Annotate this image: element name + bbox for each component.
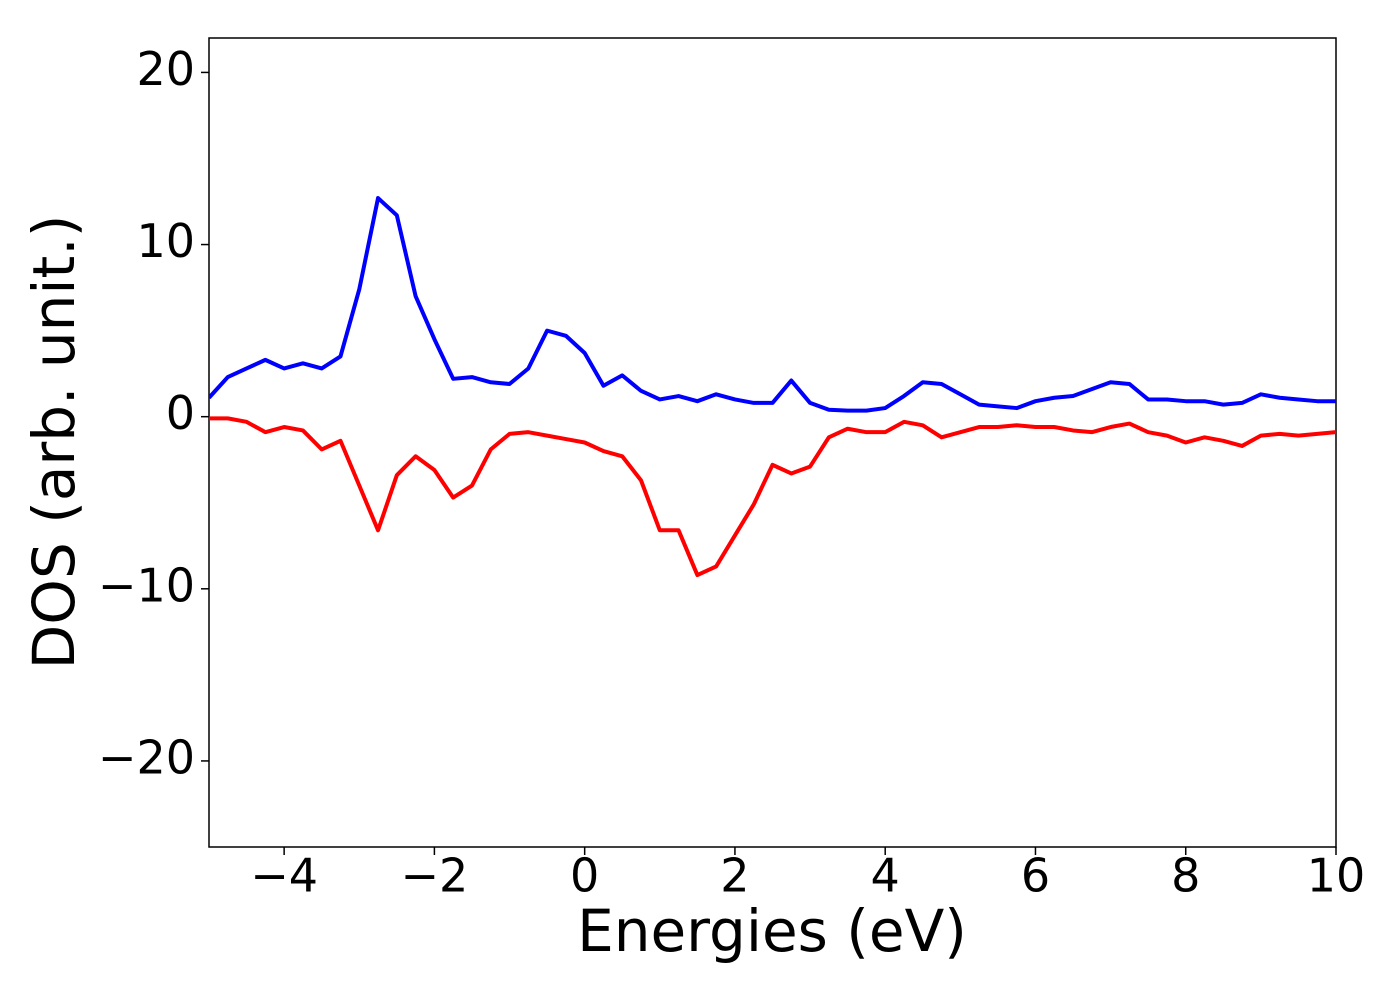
y-tick-label: 10 xyxy=(136,214,195,268)
x-tick-label: 6 xyxy=(1021,849,1050,903)
series-line xyxy=(209,416,1336,578)
plot-frame xyxy=(208,37,1337,848)
x-axis-label: Energies (eV) xyxy=(577,897,967,965)
y-axis-label: DOS (arb. unit.) xyxy=(20,215,88,670)
y-tick-label: −10 xyxy=(98,558,195,612)
x-tick-label: −2 xyxy=(400,849,468,903)
series-line xyxy=(209,196,1336,413)
x-tick-label: 2 xyxy=(720,849,749,903)
x-tick-label: −4 xyxy=(250,849,318,903)
y-tick-label: −20 xyxy=(98,730,195,784)
x-tick-label: 8 xyxy=(1171,849,1200,903)
x-tick-label: 10 xyxy=(1307,849,1366,903)
x-tick-label: 4 xyxy=(871,849,900,903)
x-tick-label: 0 xyxy=(570,849,599,903)
y-tick-label: 20 xyxy=(136,42,195,96)
y-tick-label: 0 xyxy=(166,386,195,440)
